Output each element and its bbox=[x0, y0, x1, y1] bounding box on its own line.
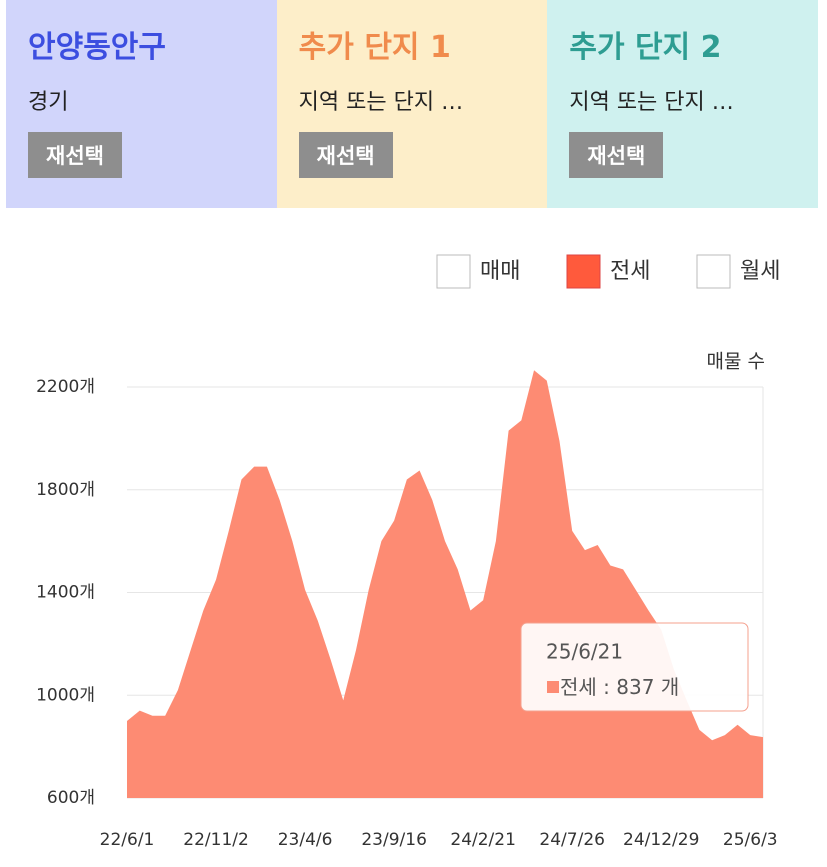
tab[interactable]: 추가 단지 2 지역 또는 단지 … 재선택 bbox=[547, 0, 819, 208]
tooltip-date: 25/6/21 bbox=[546, 640, 623, 664]
x-tick-label: 24/12/29 bbox=[623, 830, 699, 850]
x-tick-label: 24/2/21 bbox=[450, 830, 516, 850]
tab[interactable]: 추가 단지 1 지역 또는 단지 … 재선택 bbox=[276, 0, 548, 208]
tooltip-separator: : bbox=[603, 675, 610, 699]
legend-label[interactable]: 전세 bbox=[610, 259, 650, 284]
reselect-button[interactable]: 재선택 bbox=[298, 132, 393, 178]
legend-box[interactable] bbox=[696, 254, 731, 289]
y-axis-title: 매물 수 bbox=[707, 351, 765, 373]
tooltip-number: 837 bbox=[616, 675, 654, 699]
tab-title: 안양동안구 bbox=[28, 30, 166, 65]
tooltip-unit: 개 bbox=[661, 675, 679, 699]
tooltip-series: 전세 bbox=[560, 675, 597, 699]
y-tick-label: 2200개 bbox=[36, 377, 95, 397]
x-tick-label: 22/11/2 bbox=[183, 830, 249, 850]
tooltip: 25/6/21 전세 : 837 개 bbox=[520, 622, 749, 712]
tooltip-value: 전세 : 837 개 bbox=[560, 675, 679, 699]
legend-label[interactable]: 매매 bbox=[480, 259, 520, 284]
tab-title: 추가 단지 1 bbox=[298, 30, 451, 65]
y-tick-label: 1000개 bbox=[36, 685, 95, 705]
region-tabs: 안양동안구 경기 재선택 추가 단지 1 지역 또는 단지 … 재선택 추가 단… bbox=[6, 0, 819, 208]
legend-label[interactable]: 월세 bbox=[740, 259, 780, 284]
legend-box[interactable] bbox=[436, 254, 471, 289]
x-tick-label: 23/4/6 bbox=[278, 830, 333, 850]
tab-subtitle: 지역 또는 단지 … bbox=[298, 90, 464, 115]
y-tick-label: 1400개 bbox=[36, 583, 95, 603]
x-tick-label: 25/6/3 bbox=[723, 830, 778, 850]
reselect-button[interactable]: 재선택 bbox=[569, 132, 664, 178]
x-tick-label: 24/7/26 bbox=[539, 830, 605, 850]
tab-subtitle: 지역 또는 단지 … bbox=[569, 90, 734, 115]
area bbox=[127, 370, 763, 798]
tooltip-box bbox=[520, 622, 749, 712]
y-tick-label: 1800개 bbox=[36, 480, 95, 500]
tab-subtitle: 경기 bbox=[28, 90, 69, 115]
x-tick-label: 22/6/1 bbox=[100, 830, 155, 850]
reselect-button[interactable]: 재선택 bbox=[28, 132, 122, 178]
tooltip-swatch bbox=[547, 681, 559, 693]
chart: 매매 전세 월세 매물 수 600개 1000개 1400개 1800개 2200개 22… bbox=[36, 254, 780, 850]
legend-box[interactable] bbox=[566, 254, 601, 289]
y-tick-label: 600개 bbox=[47, 788, 95, 808]
tab[interactable]: 안양동안구 경기 재선택 bbox=[6, 0, 277, 208]
tab-title: 추가 단지 2 bbox=[569, 30, 722, 65]
x-tick-label: 23/9/16 bbox=[361, 830, 427, 850]
